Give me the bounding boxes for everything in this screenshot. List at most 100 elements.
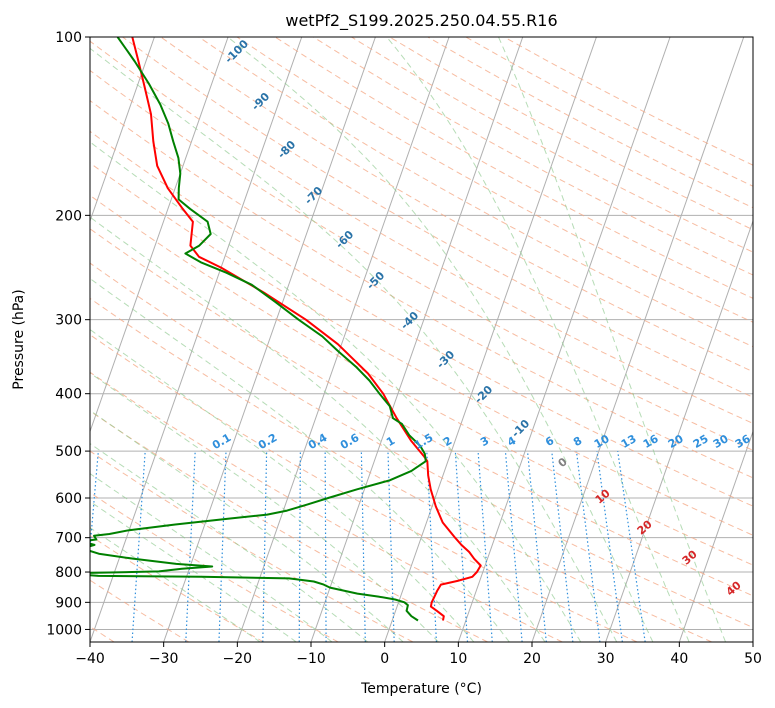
mixing-ratio-label: 20 [666, 432, 686, 451]
mixing-ratio-label: 30 [711, 432, 731, 451]
moist-adiabat-label: 40 [724, 578, 744, 598]
y-tick-label: 800 [55, 565, 82, 581]
plot-frame [89, 36, 754, 643]
dry-adiabat [274, 37, 753, 299]
x-tick-label: 10 [449, 651, 467, 667]
isotherm-line [90, 37, 229, 434]
mixing-ratio-line [575, 451, 601, 642]
chart-title: wetPf2_S199.2025.250.04.55.R16 [285, 11, 557, 31]
mixing-ratio-line [360, 451, 366, 642]
y-tick-label: 500 [55, 444, 82, 460]
dry-adiabat [90, 194, 753, 566]
moist-adiabat [90, 442, 369, 642]
dry-adiabat [90, 162, 753, 536]
moist-adiabat [90, 328, 475, 642]
mixing-ratio-line [324, 451, 327, 642]
mixing-ratio-line [504, 451, 523, 642]
isotherm-label: -20 [472, 383, 495, 406]
mixing-ratio-label: 8 [571, 434, 584, 449]
moist-adiabat [498, 37, 727, 642]
dry-adiabat [90, 492, 339, 642]
profile-series [90, 37, 482, 622]
background-lines [0, 37, 753, 642]
isotherm-label: -90 [249, 90, 272, 113]
isotherm-label: -70 [302, 184, 325, 207]
x-axis-title: Temperature (°C) [360, 681, 482, 697]
mixing-ratio-label: 6 [543, 434, 556, 449]
dry-adiabat [90, 579, 190, 642]
mixing-ratio-label: 25 [691, 432, 711, 451]
dry-adiabat [389, 37, 753, 231]
moist-adiabat [90, 141, 582, 642]
dry-adiabat [313, 37, 753, 276]
x-tick-label: 20 [523, 651, 541, 667]
dewpoint-profile [90, 37, 427, 622]
y-axis-title: Pressure (hPa) [11, 289, 27, 389]
mixing-ratio-line [298, 451, 301, 642]
dry-adiabat [90, 534, 264, 642]
y-tick-label: 200 [55, 208, 82, 224]
isotherm-label: -60 [333, 228, 356, 251]
x-axis: −40 −30 −20 −10 0 10 20 30 40 50 [75, 642, 762, 667]
mixing-ratio-label: 36 [733, 432, 753, 451]
dry-adiabat [90, 371, 563, 642]
mixing-ratio-label: 13 [619, 432, 639, 451]
mixing-ratio-label: 0.1 [210, 431, 233, 452]
moist-adiabat [90, 372, 439, 642]
mixing-ratio-line [262, 451, 268, 642]
isotherm-label: -80 [275, 138, 298, 161]
dry-adiabat [503, 37, 753, 166]
isotherm-line [457, 37, 671, 642]
x-tick-label: −40 [75, 651, 105, 667]
mixing-ratio-line [454, 451, 469, 642]
isotherm-label: -40 [398, 309, 421, 332]
isotherm-line [0, 37, 7, 642]
x-tick-label: −30 [149, 651, 179, 667]
moist-adiabat [90, 409, 404, 642]
mixing-ratio-label: 1.5 [412, 431, 435, 452]
mixing-ratio-line [526, 451, 547, 642]
dry-adiabat [90, 40, 753, 425]
isotherm-label: -50 [364, 269, 387, 292]
moist-adiabat [90, 216, 546, 642]
isotherm-line [752, 640, 753, 642]
mixing-ratio-label: 10 [592, 432, 612, 451]
isotherm-line [384, 37, 597, 642]
dry-adiabat [90, 262, 753, 629]
dry-adiabat [90, 297, 712, 642]
y-tick-label: 300 [55, 313, 82, 329]
isotherm-line [531, 37, 745, 642]
moist-adiabat-label: 10 [593, 486, 613, 506]
x-tick-label: 50 [744, 651, 762, 667]
dry-adiabat [90, 228, 753, 597]
x-tick-label: 0 [380, 651, 389, 667]
y-tick-label: 1000 [46, 622, 82, 638]
moist-adiabat [90, 47, 618, 642]
mixing-ratio-line [617, 451, 646, 642]
moist-adiabat [386, 37, 690, 642]
mixing-ratio-line [596, 451, 623, 642]
mixing-ratio-line [185, 451, 196, 642]
isotherm-line [163, 37, 376, 642]
dry-adiabat [90, 450, 414, 642]
dry-adiabat [90, 99, 753, 479]
mixing-ratio-line [551, 451, 574, 642]
y-axis: 100 200 300 400 500 600 700 800 900 1000 [46, 30, 90, 638]
x-tick-label: −20 [223, 651, 253, 667]
isotherm-line [236, 37, 450, 642]
moist-adiabat [90, 527, 261, 642]
y-tick-label: 600 [55, 491, 82, 507]
x-tick-label: −10 [296, 651, 326, 667]
mixing-ratio-label: 16 [641, 432, 661, 451]
mixing-ratio-label: 0.6 [338, 431, 362, 452]
moist-adiabat-label: 0 [556, 455, 570, 470]
x-tick-label: 30 [597, 651, 615, 667]
y-tick-label: 700 [55, 531, 82, 547]
isotherm-line [605, 219, 753, 642]
y-tick-label: 400 [55, 387, 82, 403]
mixing-ratio-label: 3 [478, 434, 491, 449]
dry-adiabat [90, 334, 638, 642]
dry-adiabat [160, 37, 753, 373]
dry-adiabat [90, 410, 488, 642]
mixing-ratio-line [477, 451, 493, 642]
